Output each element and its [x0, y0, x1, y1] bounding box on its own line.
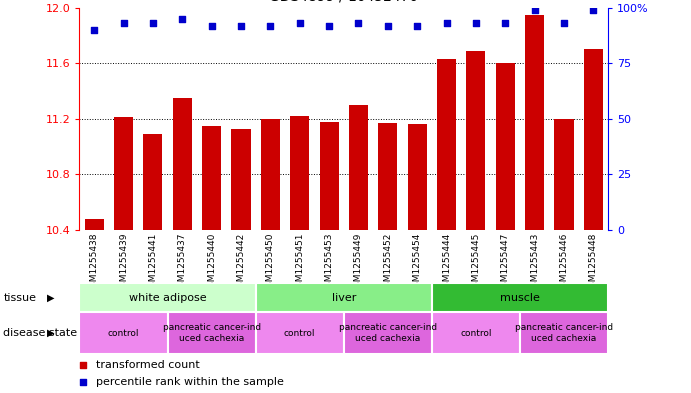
Text: GSM1255447: GSM1255447: [501, 233, 510, 293]
Text: transformed count: transformed count: [96, 360, 200, 370]
Bar: [173, 98, 192, 230]
Point: [382, 22, 393, 29]
Point: [353, 20, 364, 27]
Bar: [84, 219, 104, 230]
Text: pancreatic cancer-ind
uced cachexia: pancreatic cancer-ind uced cachexia: [515, 323, 613, 343]
Bar: [432, 312, 520, 354]
Bar: [378, 123, 397, 230]
Point: [265, 22, 276, 29]
Bar: [408, 125, 427, 230]
Bar: [202, 126, 221, 230]
Bar: [231, 129, 251, 230]
Bar: [167, 312, 256, 354]
Text: control: control: [108, 329, 140, 338]
Bar: [114, 118, 133, 230]
Bar: [584, 50, 603, 230]
Bar: [344, 312, 432, 354]
Point: [558, 20, 569, 27]
Text: pancreatic cancer-ind
uced cachexia: pancreatic cancer-ind uced cachexia: [162, 323, 261, 343]
Bar: [349, 105, 368, 230]
Point: [292, 270, 303, 276]
Point: [412, 22, 423, 29]
Text: GSM1255438: GSM1255438: [90, 233, 99, 293]
Text: disease state: disease state: [3, 328, 77, 338]
Text: GSM1255453: GSM1255453: [325, 233, 334, 293]
Text: GSM1255454: GSM1255454: [413, 233, 422, 293]
Text: GSM1255437: GSM1255437: [178, 233, 187, 293]
Text: GSM1255442: GSM1255442: [236, 233, 245, 293]
Bar: [466, 51, 486, 230]
Text: GSM1255441: GSM1255441: [149, 233, 158, 293]
Point: [294, 20, 305, 27]
Bar: [143, 134, 162, 230]
Text: pancreatic cancer-ind
uced cachexia: pancreatic cancer-ind uced cachexia: [339, 323, 437, 343]
Text: tissue: tissue: [3, 293, 37, 303]
Bar: [495, 63, 515, 230]
Point: [88, 27, 100, 33]
Bar: [79, 312, 167, 354]
Bar: [554, 119, 574, 230]
Text: GSM1255444: GSM1255444: [442, 233, 451, 293]
Point: [441, 20, 452, 27]
Point: [118, 20, 129, 27]
Bar: [319, 122, 339, 230]
Point: [147, 20, 158, 27]
Point: [529, 7, 540, 13]
Bar: [432, 283, 608, 312]
Text: GSM1255440: GSM1255440: [207, 233, 216, 293]
Bar: [261, 119, 280, 230]
Point: [292, 113, 303, 119]
Text: GSM1255448: GSM1255448: [589, 233, 598, 293]
Bar: [437, 59, 456, 230]
Point: [236, 22, 247, 29]
Text: control: control: [284, 329, 316, 338]
Text: GSM1255450: GSM1255450: [266, 233, 275, 293]
Text: muscle: muscle: [500, 293, 540, 303]
Text: white adipose: white adipose: [129, 293, 207, 303]
Text: GSM1255446: GSM1255446: [560, 233, 569, 293]
Text: GSM1255439: GSM1255439: [119, 233, 128, 293]
Bar: [256, 283, 432, 312]
Text: control: control: [460, 329, 492, 338]
Text: ▶: ▶: [47, 293, 55, 303]
Text: GSM1255452: GSM1255452: [384, 233, 392, 293]
Bar: [256, 312, 344, 354]
Title: GDS4899 / 10452470: GDS4899 / 10452470: [269, 0, 418, 4]
Bar: [79, 283, 256, 312]
Text: ▶: ▶: [47, 328, 55, 338]
Point: [588, 7, 599, 13]
Bar: [525, 15, 545, 230]
Point: [471, 20, 482, 27]
Point: [206, 22, 217, 29]
Point: [177, 16, 188, 22]
Text: GSM1255445: GSM1255445: [471, 233, 480, 293]
Text: GSM1255443: GSM1255443: [530, 233, 539, 293]
Point: [500, 20, 511, 27]
Text: percentile rank within the sample: percentile rank within the sample: [96, 377, 284, 387]
Text: liver: liver: [332, 293, 356, 303]
Text: GSM1255449: GSM1255449: [354, 233, 363, 293]
Text: GSM1255451: GSM1255451: [295, 233, 304, 293]
Bar: [290, 116, 310, 230]
Bar: [520, 312, 608, 354]
Point: [323, 22, 334, 29]
